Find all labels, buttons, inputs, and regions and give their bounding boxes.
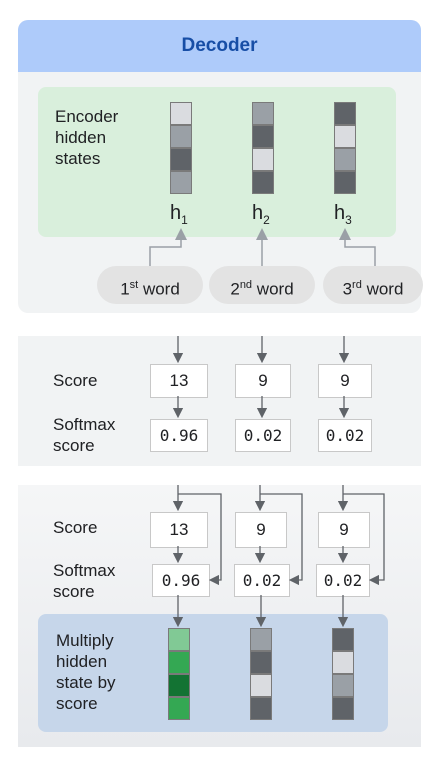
vector-cell bbox=[332, 697, 354, 720]
multiply-label-line: Multiply bbox=[56, 631, 114, 650]
weighted-vector-2 bbox=[250, 628, 272, 720]
word-pill-1: 1st word bbox=[97, 266, 203, 304]
vector-cell bbox=[334, 148, 356, 171]
word-to-state-arrows bbox=[149, 228, 376, 266]
vector-cell bbox=[170, 148, 192, 171]
score-flow-arrows bbox=[172, 336, 350, 419]
h-subscript: 2 bbox=[263, 213, 270, 227]
vector-cell bbox=[332, 628, 354, 651]
softmax-box: 0.02 bbox=[316, 564, 370, 597]
vector-cell bbox=[334, 171, 356, 194]
h-subscript: 3 bbox=[345, 213, 352, 227]
softmax-label-line: score bbox=[53, 582, 95, 601]
word-ordinal-suffix: nd bbox=[239, 279, 253, 291]
vector-cell bbox=[168, 651, 190, 674]
vector-cell bbox=[168, 674, 190, 697]
word-text: word bbox=[256, 279, 294, 299]
score-box: 13 bbox=[150, 364, 208, 398]
vector-cell bbox=[250, 674, 272, 697]
encoder-label-line: states bbox=[55, 149, 101, 168]
multiply-flow-arrows bbox=[172, 485, 385, 628]
vector-cell bbox=[332, 674, 354, 697]
score-box: 9 bbox=[318, 364, 372, 398]
multiply-label: Multiply hidden state by score bbox=[56, 630, 116, 714]
word-ordinal: 1 bbox=[120, 279, 130, 299]
softmax-label-line: score bbox=[53, 436, 95, 455]
word-text: word bbox=[142, 279, 180, 299]
softmax-box: 0.02 bbox=[235, 419, 291, 452]
h-letter: h bbox=[334, 202, 346, 224]
h-letter: h bbox=[252, 202, 264, 224]
vector-cell bbox=[168, 628, 190, 651]
h1-label: h1 bbox=[170, 202, 188, 227]
decoder-header: Decoder bbox=[18, 20, 421, 72]
softmax-box: 0.02 bbox=[318, 419, 372, 452]
vector-cell bbox=[252, 125, 274, 148]
word-ordinal: 2 bbox=[230, 279, 240, 299]
score-box: 9 bbox=[318, 512, 370, 548]
score-box: 9 bbox=[235, 364, 291, 398]
hidden-state-vector-1 bbox=[170, 102, 192, 194]
vector-cell bbox=[170, 171, 192, 194]
vector-cell bbox=[252, 102, 274, 125]
h-letter: h bbox=[170, 202, 182, 224]
h-subscript: 1 bbox=[181, 213, 188, 227]
hidden-state-vector-2 bbox=[252, 102, 274, 194]
softmax-score-label: Softmax score bbox=[53, 560, 115, 602]
encoder-label: Encoder hidden states bbox=[55, 106, 118, 169]
softmax-score-label: Softmax score bbox=[53, 414, 115, 456]
multiply-label-line: state by bbox=[56, 673, 116, 692]
vector-cell bbox=[170, 125, 192, 148]
softmax-label-line: Softmax bbox=[53, 415, 116, 434]
word-text: word bbox=[366, 279, 404, 299]
multiply-label-line: hidden bbox=[56, 652, 108, 671]
h3-label: h3 bbox=[334, 202, 352, 227]
score-box: 13 bbox=[150, 512, 208, 548]
vector-cell bbox=[332, 651, 354, 674]
encoder-label-line: Encoder bbox=[55, 107, 119, 126]
word-ordinal: 3 bbox=[342, 279, 353, 299]
word-ordinal-suffix: rd bbox=[352, 279, 362, 291]
vector-cell bbox=[170, 102, 192, 125]
hidden-state-vector-3 bbox=[334, 102, 356, 194]
vector-cell bbox=[250, 628, 272, 651]
vector-cell bbox=[250, 651, 272, 674]
word-ordinal-suffix: st bbox=[129, 279, 139, 291]
vector-cell bbox=[334, 125, 356, 148]
vector-cell bbox=[334, 102, 356, 125]
score-label: Score bbox=[53, 518, 98, 537]
encoder-label-line: hidden bbox=[55, 128, 107, 147]
multiply-hidden-state-box bbox=[38, 614, 388, 732]
score-label: Score bbox=[53, 371, 98, 390]
h2-label: h2 bbox=[252, 202, 270, 227]
weighted-vector-3 bbox=[332, 628, 354, 720]
word-pill-3: 3rd word bbox=[323, 266, 423, 304]
word-pill-2: 2nd word bbox=[209, 266, 315, 304]
multiply-label-line: score bbox=[56, 694, 98, 713]
decoder-title: Decoder bbox=[181, 35, 258, 56]
vector-cell bbox=[252, 148, 274, 171]
vector-cell bbox=[168, 697, 190, 720]
softmax-box: 0.96 bbox=[152, 564, 210, 597]
softmax-label-line: Softmax bbox=[53, 561, 116, 580]
softmax-box: 0.02 bbox=[234, 564, 290, 597]
score-box: 9 bbox=[235, 512, 287, 548]
vector-cell bbox=[252, 171, 274, 194]
weighted-vector-1 bbox=[168, 628, 190, 720]
vector-cell bbox=[250, 697, 272, 720]
softmax-box: 0.96 bbox=[150, 419, 208, 452]
